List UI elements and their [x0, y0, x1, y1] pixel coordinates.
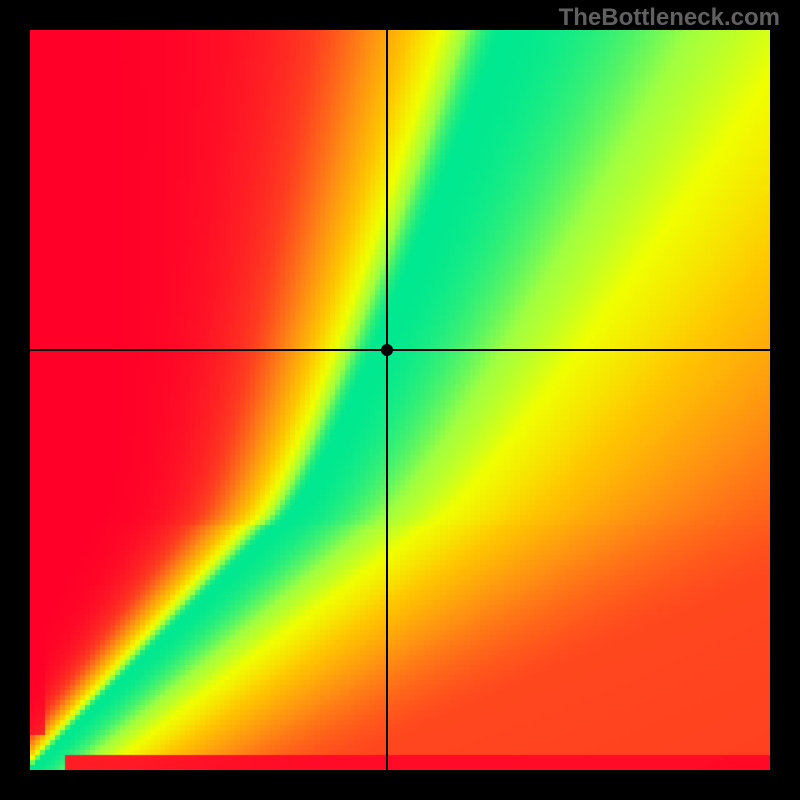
crosshair-vertical [386, 30, 388, 770]
chart-root: TheBottleneck.com [0, 0, 800, 800]
bottleneck-heatmap [30, 30, 770, 770]
crosshair-horizontal [30, 349, 770, 351]
watermark-text: TheBottleneck.com [559, 4, 780, 32]
